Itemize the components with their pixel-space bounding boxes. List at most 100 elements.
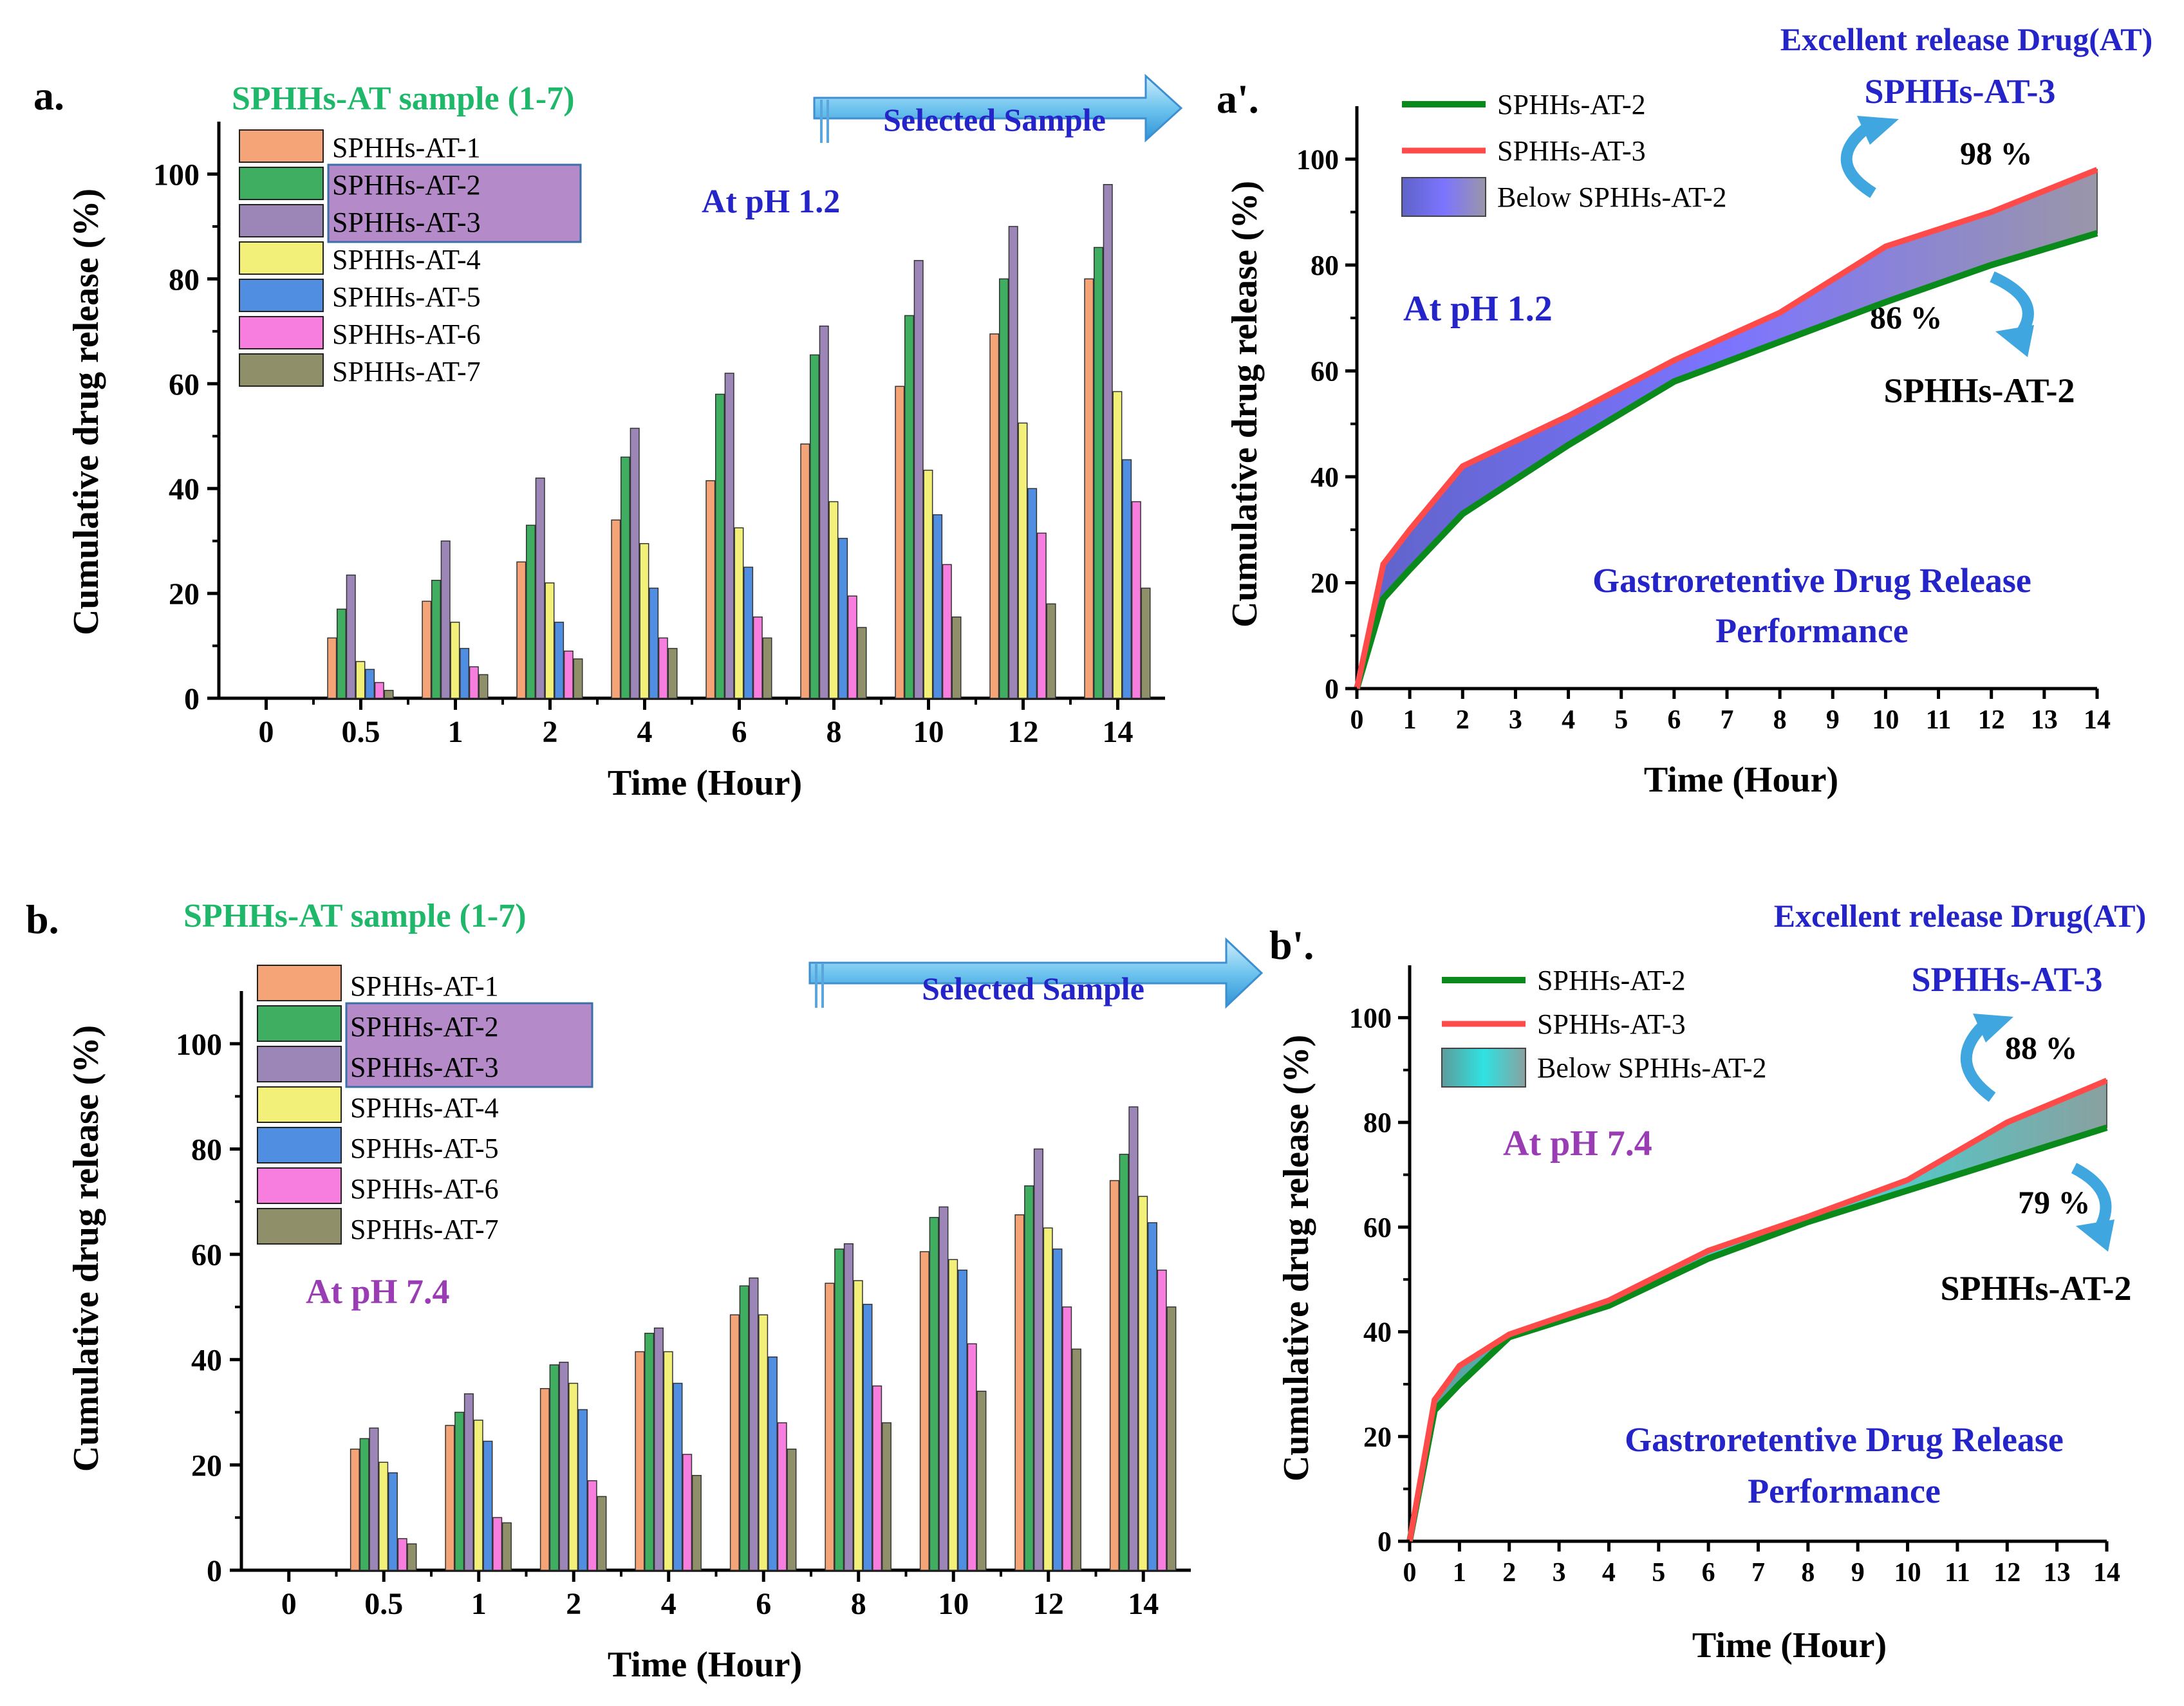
legend-label: SPHHs-AT-2 xyxy=(332,169,481,201)
performance-line-1: Gastroretentive Drug Release xyxy=(1625,1420,2064,1459)
performance-line-2: Performance xyxy=(1715,611,1909,650)
bar xyxy=(1119,1153,1129,1571)
x-tick-label: 14 xyxy=(1103,715,1134,749)
bar xyxy=(777,1422,787,1571)
curved-arrow-down-icon xyxy=(1990,271,2034,357)
y-tick-label: 20 xyxy=(1311,567,1339,598)
x-tick-label: 2 xyxy=(543,715,558,749)
bar xyxy=(1018,422,1028,699)
bar xyxy=(639,542,649,699)
legend-swatch xyxy=(239,204,324,237)
x-tick-label: 1 xyxy=(448,715,463,749)
bar xyxy=(374,681,384,699)
bar xyxy=(1128,1106,1139,1571)
bar xyxy=(431,579,442,699)
bar xyxy=(597,1496,607,1571)
bar xyxy=(568,1382,579,1571)
curved-arrow-up-icon xyxy=(1840,116,1899,198)
x-axis-label: Time (Hour) xyxy=(1692,1626,1887,1665)
legend-label: SPHHs-AT-2 xyxy=(350,1011,499,1043)
x-tick-label: 8 xyxy=(826,715,842,749)
bar xyxy=(933,514,943,699)
bar xyxy=(948,1259,958,1571)
legend-a-prime: SPHHs-AT-2 SPHHs-AT-3 Below SPHHs-AT-2 xyxy=(1401,89,1727,217)
x-tick-label: 2 xyxy=(1456,705,1470,735)
legend-label: SPHHs-AT-4 xyxy=(332,244,481,275)
bar xyxy=(539,1387,550,1571)
legend-label: SPHHs-AT-7 xyxy=(350,1214,499,1245)
bar xyxy=(359,1438,369,1571)
x-tick-label: 1 xyxy=(1403,705,1417,735)
bar xyxy=(838,537,848,699)
y-tick-label: 60 xyxy=(1363,1212,1392,1243)
bar xyxy=(454,1411,465,1571)
bar xyxy=(1071,1348,1081,1571)
top-percent: 98 % xyxy=(1960,135,2033,171)
x-tick-label: 12 xyxy=(1978,705,2005,735)
bar xyxy=(724,373,734,699)
y-tick-label: 80 xyxy=(1363,1107,1392,1138)
y-tick-label: 100 xyxy=(153,158,200,192)
ph-label: At pH 7.4 xyxy=(1503,1124,1652,1164)
bar xyxy=(863,1304,873,1571)
top-percent: 88 % xyxy=(2005,1030,2078,1066)
panel-a: a. SPHHs-AT sample (1-7) Selected Sample… xyxy=(33,73,1183,803)
bar xyxy=(1052,1248,1063,1571)
legend-swatch xyxy=(257,1046,342,1082)
bar xyxy=(644,1333,655,1571)
bar xyxy=(691,1474,702,1571)
x-tick-label: 10 xyxy=(938,1587,969,1621)
panel-label: b. xyxy=(26,896,59,942)
bar xyxy=(825,1283,835,1571)
bar xyxy=(516,561,527,699)
bar xyxy=(526,524,536,699)
panel-b-prime: b'. Excellent release Drug(AT) SPHHs-AT-… xyxy=(1269,898,2146,1665)
bar xyxy=(460,647,470,699)
bar xyxy=(810,354,820,699)
x-axis-label: Time (Hour) xyxy=(608,763,802,803)
bar xyxy=(1094,246,1104,699)
x-tick-label: 11 xyxy=(1945,1558,1970,1588)
bar xyxy=(450,622,460,699)
x-tick-label: 0 xyxy=(1350,705,1364,735)
bar xyxy=(440,540,451,699)
bar xyxy=(705,480,716,699)
x-tick-label: 5 xyxy=(1614,705,1628,735)
x-axis-label: Time (Hour) xyxy=(1644,760,1838,800)
bar xyxy=(767,1356,778,1571)
bar xyxy=(1112,391,1123,699)
bar xyxy=(967,1343,977,1571)
x-tick-label: 4 xyxy=(661,1587,677,1621)
legend-label: SPHHs-AT-6 xyxy=(350,1173,499,1205)
bar xyxy=(1138,1196,1148,1571)
bar xyxy=(653,1327,664,1571)
legend-swatch xyxy=(257,965,342,1001)
x-tick-label: 14 xyxy=(2093,1558,2120,1588)
x-tick-label: 12 xyxy=(1993,1558,2021,1588)
y-tick-label: 20 xyxy=(191,1449,222,1483)
x-tick-label: 6 xyxy=(732,715,747,749)
bar xyxy=(635,1351,645,1571)
bar xyxy=(1043,1227,1053,1571)
series-line-sphhs-at-3 xyxy=(1406,1077,2108,1542)
x-tick-label: 2 xyxy=(1502,1558,1516,1588)
legend-swatch xyxy=(239,353,324,387)
curved-arrow-down-icon xyxy=(2071,1162,2114,1252)
bar xyxy=(743,566,754,699)
x-tick-label: 9 xyxy=(1826,705,1840,735)
bar xyxy=(473,1420,483,1571)
legend-label: SPHHs-AT-4 xyxy=(350,1092,499,1124)
performance-line-1: Gastroretentive Drug Release xyxy=(1592,561,2031,600)
bar xyxy=(1103,183,1113,699)
y-tick-label: 100 xyxy=(1349,1002,1392,1034)
panel-label: a'. xyxy=(1217,76,1259,122)
series-line-sphhs-at-3 xyxy=(1354,167,2098,689)
bar xyxy=(843,1243,854,1571)
bar xyxy=(1147,1222,1157,1571)
legend-swatch xyxy=(239,316,324,349)
bar xyxy=(715,393,725,699)
